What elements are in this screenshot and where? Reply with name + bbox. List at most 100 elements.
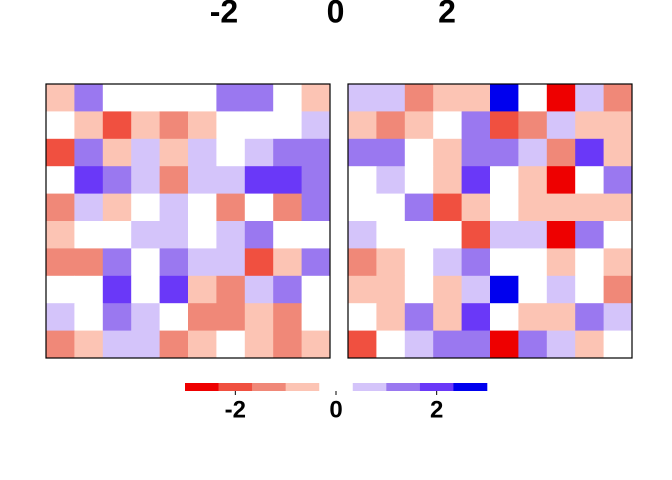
heatmap-cell [404,166,434,194]
heatmap-cell [546,221,576,249]
heatmap-cell [131,193,160,222]
heatmap-cell [273,84,302,112]
heatmap-cell [273,330,302,359]
heatmap-cell [376,248,406,277]
heatmap-cell [102,330,132,359]
heatmap-cell [244,248,274,277]
top-tick-label: -2 [210,0,238,29]
heatmap-cell [575,138,604,167]
heatmap-cell [244,111,274,140]
heatmap-cell [490,275,519,304]
panel-border [45,83,331,359]
heatmap-cell [433,193,462,222]
heatmap-cell [159,84,189,112]
colorbar-tick-label: 2 [430,396,443,423]
heatmap-cell [348,166,377,194]
heatmap-cell [603,166,633,194]
heatmap-cell [273,248,302,277]
heatmap-cell [216,111,246,140]
heatmap-cell [46,111,75,140]
heatmap-cell [74,248,104,277]
heatmap-cell [273,303,302,331]
heatmap-cell [490,84,519,112]
heatmap-cell [490,166,519,194]
heatmap-cell [301,138,331,167]
top-tick-label: 0 [327,0,345,29]
heatmap-cell [603,275,633,304]
heatmap-cell [244,166,274,194]
heatmap-cell [433,138,462,167]
heatmap-cell [74,330,104,359]
heatmap-cell [461,138,491,167]
heatmap-cell [102,111,132,140]
heatmap-cell [376,111,406,140]
heatmap-cell [348,84,377,112]
heatmap-cell [74,138,104,167]
heatmap-cell [603,330,633,359]
heatmap-cell [461,221,491,249]
heatmap-cell [546,275,576,304]
heatmap-cell [603,221,633,249]
heatmap-cell [159,166,189,194]
heatmap-cell [188,303,217,331]
heatmap-cell [461,248,491,277]
colorbar-tick-label: 0 [329,396,342,423]
top-tick-label: 2 [438,0,456,29]
heatmap-cell [216,138,246,167]
heatmap-cell [404,275,434,304]
colorbar-swatch [386,383,421,391]
heatmap-cell [301,111,331,140]
heatmap-cell [546,138,576,167]
heatmap-cell [546,248,576,277]
heatmap-cell [244,330,274,359]
heatmap-cell [273,138,302,167]
heatmap-cell [131,303,160,331]
heatmap-cell [404,111,434,140]
heatmap-cell [518,303,548,331]
heatmap-cell [490,248,519,277]
heatmap-cell [244,84,274,112]
heatmap-cell [159,221,189,249]
heatmap-cell [74,193,104,222]
heatmap-cell [46,221,75,249]
colorbar-tick-label: -2 [225,396,246,423]
heatmap-cell [273,166,302,194]
heatmap-cell [46,330,75,359]
heatmap-cell [188,193,217,222]
heatmap-cell [74,275,104,304]
heatmap-cell [188,248,217,277]
heatmap-cell [102,84,132,112]
heatmap-cell [301,248,331,277]
heatmap-cell [348,330,377,359]
heatmap-cell [216,193,246,222]
heatmap-cell [376,84,406,112]
heatmap-cell [490,193,519,222]
heatmap-cell [74,221,104,249]
heatmap-cell [348,248,377,277]
heatmap-cell [216,166,246,194]
heatmap-cell [216,221,246,249]
heatmap-cell [518,166,548,194]
heatmap-cell [518,221,548,249]
colorbar-swatch [285,383,320,391]
heatmap-cell [188,138,217,167]
heatmap-cell [433,166,462,194]
heatmap-cell [404,221,434,249]
heatmap-cell [348,193,377,222]
heatmap-cell [603,84,633,112]
heatmap-cell [216,330,246,359]
colorbar-swatch [352,383,387,391]
heatmap-cell [603,111,633,140]
heatmap-cell [131,275,160,304]
heatmap-cell [575,248,604,277]
heatmap-cell [603,303,633,331]
heatmap-cell [46,193,75,222]
heatmap-cell [159,275,189,304]
heatmap-cell [348,303,377,331]
heatmap-cell [216,84,246,112]
heatmap-cell [301,303,331,331]
heatmap-cell [46,275,75,304]
heatmap-cell [244,221,274,249]
heatmap-cell [404,303,434,331]
